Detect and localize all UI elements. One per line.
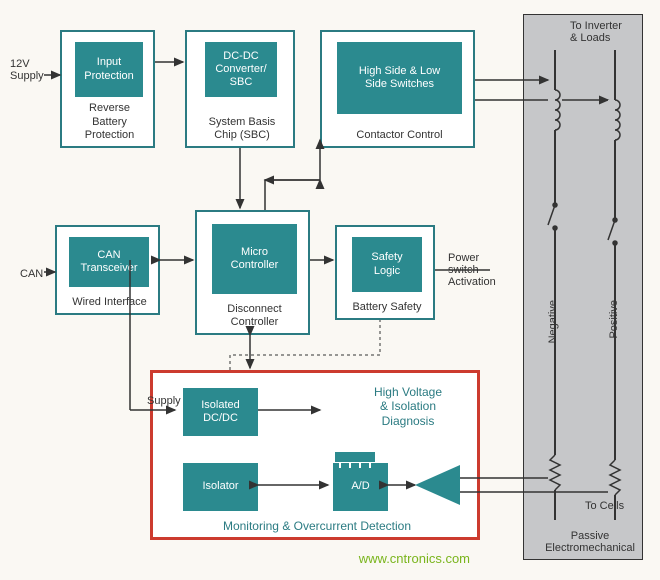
watermark: www.cntronics.com: [359, 551, 470, 566]
arrows-layer: [0, 0, 660, 580]
